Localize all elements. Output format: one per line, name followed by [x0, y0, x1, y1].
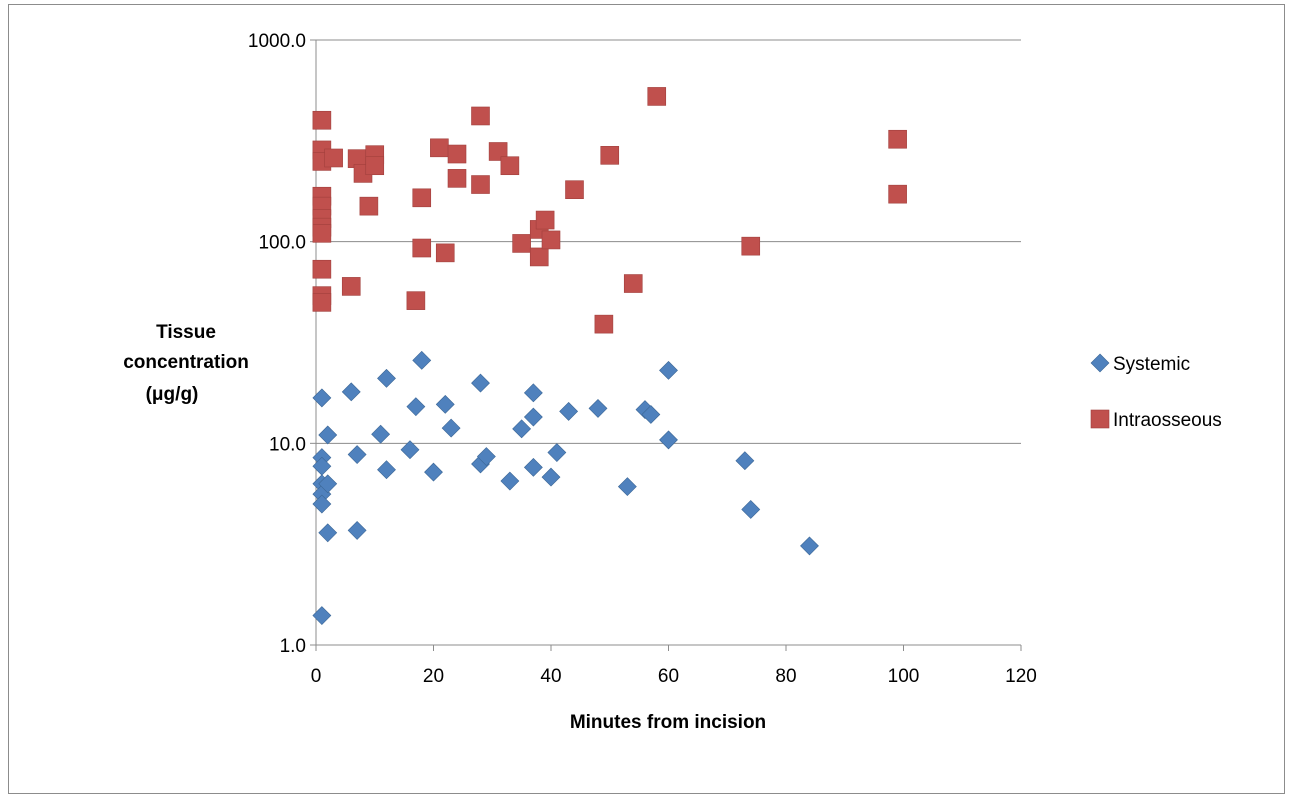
systemic-point: [541, 467, 561, 487]
x-tick-label: 0: [311, 666, 322, 687]
intraosseous-point: [888, 184, 907, 204]
systemic-point: [523, 383, 543, 403]
intraosseous-point: [430, 138, 449, 158]
systemic-point: [471, 373, 490, 393]
intraosseous-point: [447, 169, 467, 188]
x-tick-label: 20: [423, 666, 444, 687]
systemic-point: [435, 394, 455, 414]
x-tick-label: 60: [658, 666, 679, 687]
systemic-point: [424, 462, 443, 482]
series-systemic: [312, 350, 819, 625]
intraosseous-point: [600, 146, 620, 165]
systemic-point: [500, 471, 520, 491]
y-axis-title-line-1: Tissue: [156, 322, 216, 343]
intraosseous-point: [512, 234, 531, 253]
intraosseous-point: [359, 196, 379, 216]
systemic-point: [318, 474, 338, 494]
systemic-point: [412, 350, 432, 370]
intraosseous-point: [435, 243, 455, 263]
systemic-point: [406, 397, 426, 417]
systemic-point: [659, 360, 678, 380]
legend-marker-intraosseous: [1090, 409, 1110, 429]
systemic-point: [400, 440, 420, 460]
systemic-point: [318, 523, 338, 543]
x-tick-label: 100: [888, 666, 920, 687]
intraosseous-point: [341, 277, 361, 296]
intraosseous-point: [471, 175, 490, 194]
y-axis-title-line-3: (μg/g): [146, 384, 199, 405]
systemic-point: [617, 477, 637, 497]
systemic-point: [341, 382, 361, 402]
systemic-point: [741, 500, 761, 519]
x-tick-label: 120: [1005, 666, 1037, 687]
systemic-point: [441, 418, 461, 438]
y-tick-label: 1000.0: [248, 31, 306, 52]
systemic-point: [735, 451, 755, 471]
systemic-point: [588, 398, 608, 418]
intraosseous-point: [324, 148, 343, 168]
intraosseous-point: [412, 238, 432, 258]
intraosseous-point: [623, 274, 643, 293]
chart-frame: [8, 4, 1285, 794]
intraosseous-point: [312, 110, 332, 130]
systemic-point: [559, 401, 579, 421]
intraosseous-point: [541, 230, 561, 250]
legend-label-systemic: Systemic: [1113, 354, 1190, 375]
scatter-chart: 0 20 40 60 80 100 120 1.0 10.0 100.0 1000.0 Minut…: [123, 31, 1222, 733]
systemic-point: [523, 457, 543, 477]
systemic-point: [371, 424, 391, 444]
systemic-point: [547, 443, 567, 462]
intraosseous-point: [488, 142, 508, 161]
systemic-point: [377, 460, 396, 480]
intraosseous-point: [412, 188, 432, 208]
intraosseous-point: [312, 293, 332, 312]
x-axis-title: Minutes from incision: [570, 712, 766, 733]
intraosseous-point: [500, 156, 520, 176]
systemic-point: [347, 520, 367, 540]
intraosseous-point: [471, 106, 490, 126]
intraosseous-point: [312, 224, 332, 243]
systemic-point: [347, 445, 367, 464]
systemic-point: [377, 368, 396, 388]
x-tick-label: 80: [775, 666, 796, 687]
systemic-point: [312, 494, 332, 514]
systemic-point: [641, 405, 661, 424]
y-tick-labels: 1.0 10.0 100.0 1000.0: [248, 31, 306, 657]
intraosseous-point: [594, 314, 614, 334]
axes: [310, 39, 1022, 651]
y-axis-title-line-2: concentration: [123, 352, 249, 373]
intraosseous-point: [406, 291, 426, 310]
intraosseous-point: [312, 259, 332, 279]
systemic-point: [800, 536, 819, 556]
systemic-point: [312, 606, 332, 625]
legend-label-intraosseous: Intraosseous: [1113, 410, 1222, 431]
intraosseous-point: [365, 156, 385, 176]
x-tick-labels: 0 20 40 60 80 100 120: [311, 666, 1037, 687]
intraosseous-point: [535, 210, 555, 230]
systemic-point: [512, 419, 532, 439]
y-tick-label: 1.0: [280, 636, 306, 657]
intraosseous-point: [888, 129, 907, 149]
data-points: [312, 87, 907, 625]
intraosseous-point: [447, 144, 467, 164]
systemic-point: [659, 430, 678, 450]
intraosseous-point: [565, 180, 584, 200]
systemic-point: [476, 447, 496, 466]
systemic-point: [318, 425, 338, 445]
intraosseous-point: [647, 87, 667, 106]
series-intraosseous: [312, 87, 907, 334]
systemic-point: [312, 388, 332, 408]
intraosseous-point: [741, 236, 761, 256]
y-tick-label: 10.0: [269, 434, 306, 455]
systemic-point: [523, 407, 543, 427]
y-tick-label: 100.0: [258, 233, 306, 254]
legend-marker-systemic: [1090, 353, 1110, 373]
x-tick-label: 40: [540, 666, 561, 687]
legend: Systemic Intraosseous: [1090, 353, 1222, 431]
intraosseous-point: [529, 247, 549, 267]
